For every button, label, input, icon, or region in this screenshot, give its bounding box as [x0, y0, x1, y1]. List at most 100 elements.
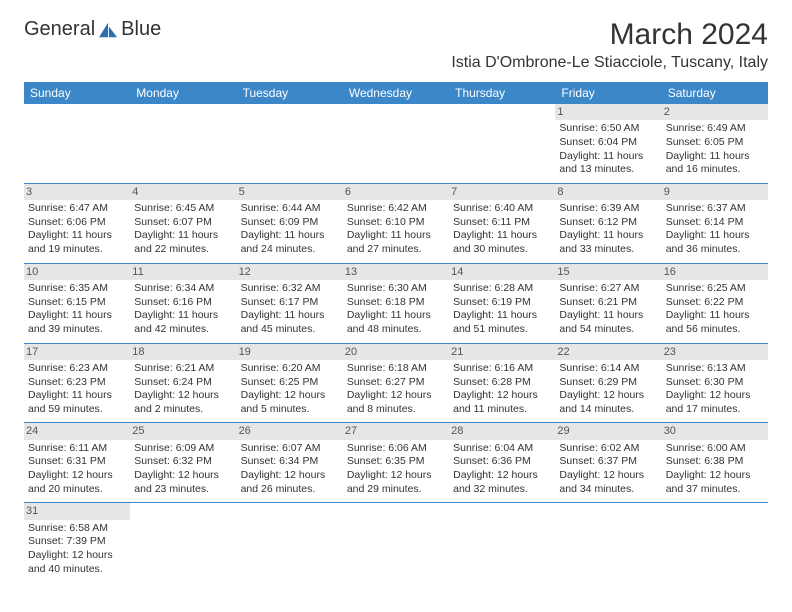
day-cell [130, 104, 236, 183]
day-cell: 7Sunrise: 6:40 AMSunset: 6:11 PMDaylight… [449, 183, 555, 263]
sunset-text: Sunset: 6:15 PM [28, 296, 126, 310]
week-row: 17Sunrise: 6:23 AMSunset: 6:23 PMDayligh… [24, 343, 768, 423]
day-cell [237, 503, 343, 582]
day2-text: and 17 minutes. [666, 403, 764, 417]
sunset-text: Sunset: 6:21 PM [559, 296, 657, 310]
sunset-text: Sunset: 6:24 PM [134, 376, 232, 390]
sunrise-text: Sunrise: 6:18 AM [347, 362, 445, 376]
day-number: 3 [24, 184, 130, 200]
sunrise-text: Sunrise: 6:27 AM [559, 282, 657, 296]
day-cell [662, 503, 768, 582]
day-cell [237, 104, 343, 183]
day-cell: 4Sunrise: 6:45 AMSunset: 6:07 PMDaylight… [130, 183, 236, 263]
day-number: 7 [449, 184, 555, 200]
day-cell [555, 503, 661, 582]
sunrise-text: Sunrise: 6:34 AM [134, 282, 232, 296]
sunrise-text: Sunrise: 6:09 AM [134, 442, 232, 456]
sunrise-text: Sunrise: 6:28 AM [453, 282, 551, 296]
day2-text: and 30 minutes. [453, 243, 551, 257]
day2-text: and 22 minutes. [134, 243, 232, 257]
day2-text: and 45 minutes. [241, 323, 339, 337]
day1-text: Daylight: 11 hours [347, 309, 445, 323]
day-number: 5 [237, 184, 343, 200]
day1-text: Daylight: 11 hours [666, 150, 764, 164]
sunset-text: Sunset: 6:17 PM [241, 296, 339, 310]
day1-text: Daylight: 11 hours [666, 309, 764, 323]
day-cell: 19Sunrise: 6:20 AMSunset: 6:25 PMDayligh… [237, 343, 343, 423]
day2-text: and 32 minutes. [453, 483, 551, 497]
day-number: 13 [343, 264, 449, 280]
day-cell: 29Sunrise: 6:02 AMSunset: 6:37 PMDayligh… [555, 423, 661, 503]
day2-text: and 23 minutes. [134, 483, 232, 497]
day1-text: Daylight: 12 hours [559, 469, 657, 483]
day-cell: 25Sunrise: 6:09 AMSunset: 6:32 PMDayligh… [130, 423, 236, 503]
sunrise-text: Sunrise: 6:13 AM [666, 362, 764, 376]
sunset-text: Sunset: 6:05 PM [666, 136, 764, 150]
sunrise-text: Sunrise: 6:32 AM [241, 282, 339, 296]
day-cell: 14Sunrise: 6:28 AMSunset: 6:19 PMDayligh… [449, 263, 555, 343]
day-cell: 1Sunrise: 6:50 AMSunset: 6:04 PMDaylight… [555, 104, 661, 183]
sunset-text: Sunset: 6:04 PM [559, 136, 657, 150]
day1-text: Daylight: 11 hours [453, 309, 551, 323]
day2-text: and 54 minutes. [559, 323, 657, 337]
day1-text: Daylight: 12 hours [241, 389, 339, 403]
day-number: 28 [449, 423, 555, 439]
day-number: 30 [662, 423, 768, 439]
col-friday: Friday [555, 82, 661, 104]
sunset-text: Sunset: 6:38 PM [666, 455, 764, 469]
day2-text: and 14 minutes. [559, 403, 657, 417]
day2-text: and 33 minutes. [559, 243, 657, 257]
sunset-text: Sunset: 6:07 PM [134, 216, 232, 230]
sunrise-text: Sunrise: 6:00 AM [666, 442, 764, 456]
day1-text: Daylight: 11 hours [241, 229, 339, 243]
day-cell: 27Sunrise: 6:06 AMSunset: 6:35 PMDayligh… [343, 423, 449, 503]
sunset-text: Sunset: 6:18 PM [347, 296, 445, 310]
day1-text: Daylight: 11 hours [28, 309, 126, 323]
day-cell: 30Sunrise: 6:00 AMSunset: 6:38 PMDayligh… [662, 423, 768, 503]
day1-text: Daylight: 12 hours [666, 389, 764, 403]
day1-text: Daylight: 11 hours [134, 309, 232, 323]
sunrise-text: Sunrise: 6:25 AM [666, 282, 764, 296]
week-row: 1Sunrise: 6:50 AMSunset: 6:04 PMDaylight… [24, 104, 768, 183]
day-number: 6 [343, 184, 449, 200]
sunrise-text: Sunrise: 6:11 AM [28, 442, 126, 456]
day-cell: 15Sunrise: 6:27 AMSunset: 6:21 PMDayligh… [555, 263, 661, 343]
day1-text: Daylight: 11 hours [559, 150, 657, 164]
day2-text: and 48 minutes. [347, 323, 445, 337]
day-number: 16 [662, 264, 768, 280]
day1-text: Daylight: 12 hours [134, 469, 232, 483]
day-cell: 3Sunrise: 6:47 AMSunset: 6:06 PMDaylight… [24, 183, 130, 263]
day-cell: 11Sunrise: 6:34 AMSunset: 6:16 PMDayligh… [130, 263, 236, 343]
day-number: 18 [130, 344, 236, 360]
day-cell: 2Sunrise: 6:49 AMSunset: 6:05 PMDaylight… [662, 104, 768, 183]
day-cell: 13Sunrise: 6:30 AMSunset: 6:18 PMDayligh… [343, 263, 449, 343]
sunset-text: Sunset: 6:23 PM [28, 376, 126, 390]
day2-text: and 39 minutes. [28, 323, 126, 337]
day-number: 29 [555, 423, 661, 439]
day1-text: Daylight: 12 hours [347, 389, 445, 403]
day2-text: and 40 minutes. [28, 563, 126, 577]
sunset-text: Sunset: 6:31 PM [28, 455, 126, 469]
sunrise-text: Sunrise: 6:44 AM [241, 202, 339, 216]
day2-text: and 29 minutes. [347, 483, 445, 497]
day-number: 27 [343, 423, 449, 439]
logo: GeneralBlue [24, 18, 161, 41]
sunset-text: Sunset: 6:29 PM [559, 376, 657, 390]
day-number: 1 [555, 104, 661, 120]
day-cell: 17Sunrise: 6:23 AMSunset: 6:23 PMDayligh… [24, 343, 130, 423]
logo-text-1: General [24, 18, 95, 41]
day1-text: Daylight: 11 hours [241, 309, 339, 323]
day1-text: Daylight: 11 hours [134, 229, 232, 243]
sunrise-text: Sunrise: 6:02 AM [559, 442, 657, 456]
day1-text: Daylight: 11 hours [28, 229, 126, 243]
day2-text: and 11 minutes. [453, 403, 551, 417]
day-number: 20 [343, 344, 449, 360]
header: GeneralBlue March 2024 Istia D'Ombrone-L… [0, 0, 792, 76]
sunrise-text: Sunrise: 6:20 AM [241, 362, 339, 376]
sunset-text: Sunset: 6:09 PM [241, 216, 339, 230]
day-number: 9 [662, 184, 768, 200]
day1-text: Daylight: 12 hours [28, 469, 126, 483]
day-number: 23 [662, 344, 768, 360]
sunrise-text: Sunrise: 6:37 AM [666, 202, 764, 216]
day2-text: and 26 minutes. [241, 483, 339, 497]
